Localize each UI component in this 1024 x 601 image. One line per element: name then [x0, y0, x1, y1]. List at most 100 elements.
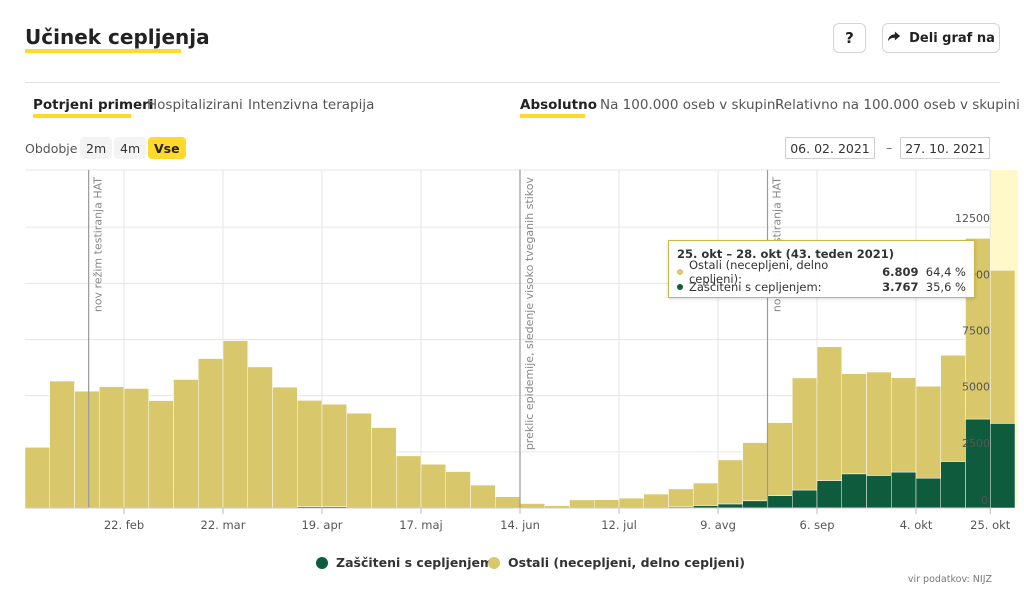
bar-other: [990, 270, 1016, 424]
period-label: Obdobje: [25, 141, 78, 156]
legend-dot-vaccinated: [316, 556, 328, 569]
x-tick-label: 4. okt: [900, 518, 933, 532]
x-tick-label: 14. jun: [500, 518, 540, 532]
bar-other: [321, 403, 347, 507]
tab-intenzivna-terapija[interactable]: Intenzivna terapija: [248, 97, 375, 113]
x-tick-label: 25. okt: [970, 518, 1011, 532]
bar-other: [717, 459, 743, 505]
bar-other: [519, 503, 545, 509]
period-all-chip[interactable]: Vse: [148, 137, 186, 159]
tooltip-dot-vaccinated: [677, 283, 683, 290]
y-tick-zero: 0: [981, 494, 988, 507]
bar-other: [618, 497, 644, 509]
bar-other: [396, 455, 422, 509]
bar-vaccinated: [742, 500, 768, 509]
bar-vaccinated: [965, 418, 991, 509]
plot-line-label: preklic epidemije, sledenje visoko tvega…: [523, 177, 536, 451]
date-from-input[interactable]: 06. 02. 2021: [785, 137, 875, 159]
bar-other: [569, 499, 595, 509]
bar-other: [198, 358, 224, 509]
bar-other: [49, 380, 75, 509]
x-tick-label: 17. maj: [399, 518, 442, 532]
tooltip-row-other: Ostali (necepljeni, delno cepljeni): 6.8…: [677, 258, 966, 286]
tooltip-value-vaccinated: 3.767: [882, 279, 919, 294]
share-arrow-icon: [887, 29, 901, 47]
bar-other: [866, 371, 892, 476]
tooltip-value-other: 6.809: [882, 264, 919, 279]
bar-other: [445, 471, 471, 509]
bar-vaccinated: [767, 495, 793, 509]
date-to-input[interactable]: 27. 10. 2021: [900, 137, 990, 159]
bar-other: [891, 377, 917, 473]
bar-other: [24, 447, 50, 509]
bar-other: [940, 354, 966, 462]
chart-tooltip: 25. okt – 28. okt (43. teden 2021) Ostal…: [668, 240, 975, 298]
bar-other: [594, 499, 620, 509]
bar-other: [841, 373, 867, 475]
tab-relativno[interactable]: Relativno na 100.000 oseb v skupini: [775, 97, 1020, 113]
plot-line-label: nov režim testiranja HAT: [92, 177, 105, 312]
date-range-dash: –: [886, 140, 893, 155]
bar-other: [693, 482, 719, 506]
bar-vaccinated: [990, 423, 1016, 509]
bar-vaccinated: [841, 473, 867, 509]
share-button[interactable]: Deli graf na: [882, 23, 1000, 53]
tooltip-label-other: Ostali (necepljeni, delno cepljeni):: [688, 257, 829, 286]
tab-active-underline: [33, 114, 131, 118]
bar-other: [816, 346, 842, 481]
bar-other: [123, 388, 149, 509]
x-tick-label: 22. mar: [201, 518, 246, 532]
tab-absolutno-underline: [520, 114, 585, 118]
tab-absolutno[interactable]: Absolutno: [520, 97, 597, 113]
y-tick-label: 7500: [962, 325, 990, 338]
tooltip-pct-vaccinated: 35,6 %: [925, 279, 966, 294]
share-button-label: Deli graf na: [909, 30, 995, 46]
bar-other: [222, 340, 248, 509]
x-tick-label: 9. avg: [700, 518, 736, 532]
tooltip-label-vaccinated: Zaščiteni s cepljenjem:: [688, 279, 822, 294]
bar-other: [99, 386, 125, 509]
x-tick-label: 12. jul: [601, 518, 637, 532]
bar-other: [420, 463, 446, 509]
bar-other: [742, 442, 768, 502]
bar-vaccinated: [792, 489, 818, 509]
header-divider: [25, 82, 1000, 83]
tab-na-100000[interactable]: Na 100.000 oseb v skupini: [600, 97, 780, 113]
bar-other: [346, 412, 372, 509]
tooltip-row-vaccinated: Zaščiteni s cepljenjem: 3.767 35,6 %: [677, 279, 966, 294]
bar-other: [495, 496, 521, 509]
tab-potrjeni-primeri[interactable]: Potrjeni primeri: [33, 97, 154, 113]
bar-vaccinated: [717, 503, 743, 509]
help-button[interactable]: ?: [833, 23, 866, 53]
period-2m-chip[interactable]: 2m: [80, 137, 113, 159]
bar-other: [272, 386, 298, 509]
bar-other: [643, 493, 669, 509]
bar-other: [470, 484, 496, 509]
tooltip-dot-other: [677, 268, 683, 275]
vaccination-effect-chart: nov režim testiranja HAT preklic epidemij…: [24, 169, 1018, 532]
tab-hospitalizirani[interactable]: Hospitalizirani: [147, 97, 243, 113]
title-underline: [25, 49, 181, 53]
legend-item-other[interactable]: Ostali (necepljeni, delno cepljeni): [488, 555, 745, 570]
legend-dot-other: [488, 556, 500, 569]
tooltip-header: 25. okt – 28. okt (43. teden 2021): [677, 247, 895, 261]
legend-label-other: Ostali (necepljeni, delno cepljeni): [508, 555, 745, 570]
period-4m-chip[interactable]: 4m: [114, 137, 147, 159]
page-title: Učinek cepljenja: [25, 25, 210, 49]
bar-other: [247, 366, 273, 509]
x-tick-label: 19. apr: [301, 518, 342, 532]
legend-label-vaccinated: Zaščiteni s cepljenjem: [336, 555, 493, 570]
bar-vaccinated: [891, 471, 917, 509]
bar-vaccinated: [915, 477, 941, 509]
legend-item-vaccinated[interactable]: Zaščiteni s cepljenjem: [316, 555, 493, 570]
x-tick-label: 6. sep: [800, 518, 835, 532]
data-source: vir podatkov: NIJZ: [907, 574, 992, 585]
bar-other: [371, 427, 397, 509]
bar-other: [74, 390, 100, 509]
bar-other: [915, 385, 941, 479]
bar-other: [668, 488, 694, 508]
bar-vaccinated: [940, 461, 966, 509]
x-tick-label: 22. feb: [104, 518, 144, 532]
bar-other: [297, 400, 323, 507]
y-tick-label: 5000: [962, 381, 990, 394]
